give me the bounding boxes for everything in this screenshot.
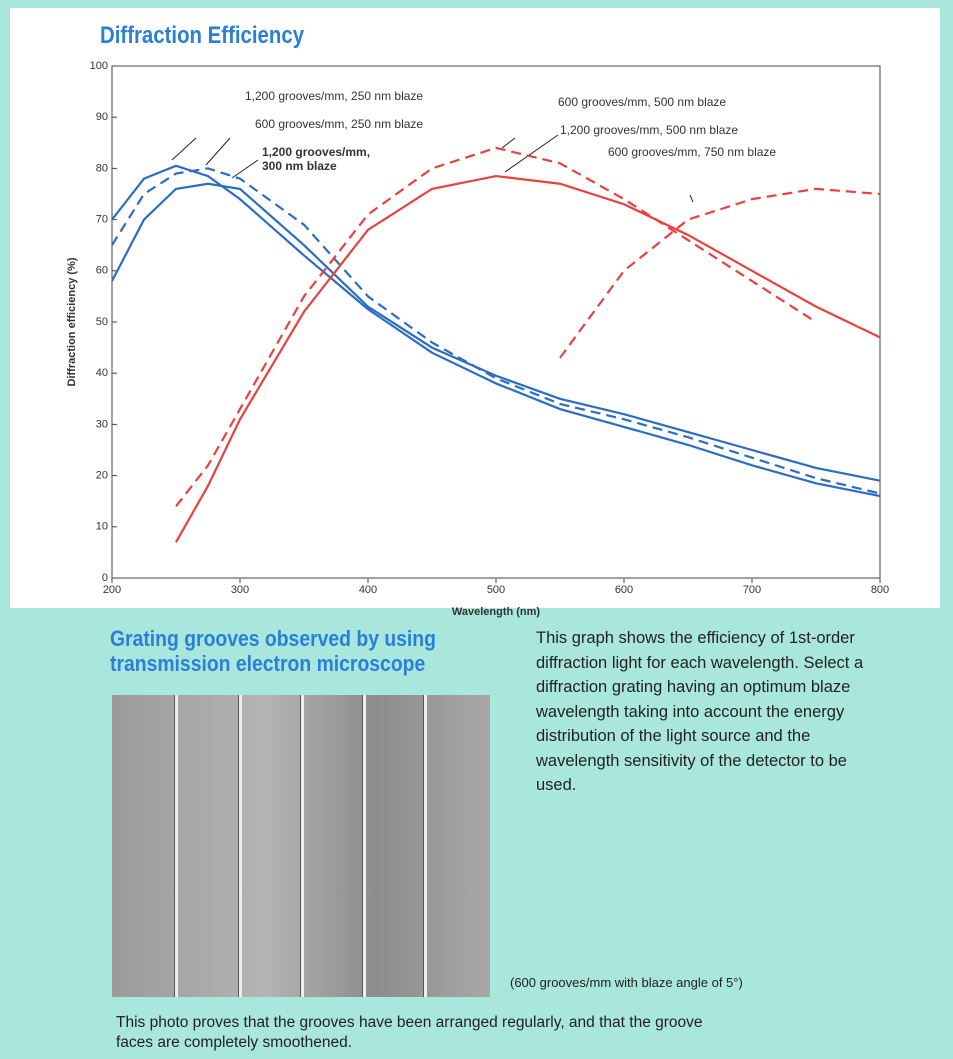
series-line [111,182,881,482]
arrows [171,134,694,203]
series-line [111,164,881,498]
y-axis-label: Diffraction efficiency (%) [66,257,78,386]
arrow [205,137,231,166]
y-tick-label: 70 [96,214,108,226]
y-tick-label: 90 [96,111,108,123]
x-tick-label: 800 [871,584,889,596]
y-tick-label: 0 [102,572,108,584]
groove [423,695,427,997]
groove [300,695,304,997]
arrow [504,134,559,173]
arrow [171,137,197,161]
y-tick-label: 30 [96,418,108,430]
arrow [501,137,516,149]
x-tick-label: 600 [615,584,633,596]
x-tick-label: 700 [743,584,761,596]
y-tick-label: 60 [96,265,108,277]
section-heading: Grating grooves observed by using transm… [110,626,436,676]
y-tick-label: 10 [96,521,108,533]
y-tick-label: 100 [90,60,108,72]
series-label: 1,200 grooves/mm, 300 nm blaze [262,145,371,173]
arrow [689,194,694,203]
groove [362,695,366,997]
series-line [175,174,881,543]
series-line [111,167,881,495]
x-tick-label: 200 [103,584,121,596]
y-tick-label: 20 [96,470,108,482]
series-label: 1,200 grooves/mm, 500 nm blaze [560,123,739,137]
x-tick-label: 500 [487,584,505,596]
description: This graph shows the efficiency of 1st-o… [536,629,864,794]
x-axis-label: Wavelength (nm) [452,606,541,618]
x-tick-label: 400 [359,584,377,596]
series-line [559,187,881,359]
tem-photo [112,695,490,997]
y-tick-label: 80 [96,162,108,174]
groove [238,695,242,997]
photo-caption: (600 grooves/mm with blaze angle of 5°) [510,975,743,990]
series-label: 600 grooves/mm, 500 nm blaze [558,95,727,109]
chart-title: Diffraction Efficiency [100,22,305,49]
series-label: 600 grooves/mm, 250 nm blaze [255,117,424,131]
arrow [231,159,259,179]
chart-panel [10,8,940,608]
conclusion: This photo proves that the grooves have … [116,1014,703,1051]
chart: Wavelength (nm) Diffraction efficiency (… [66,60,889,618]
groove [174,695,178,997]
series-label: 600 grooves/mm, 750 nm blaze [608,145,777,159]
plot-frame [111,65,881,579]
x-tick-label: 300 [231,584,249,596]
y-tick-label: 50 [96,316,108,328]
series-label: 1,200 grooves/mm, 250 nm blaze [245,89,424,103]
series-line [175,146,817,507]
y-tick-label: 40 [96,367,108,379]
